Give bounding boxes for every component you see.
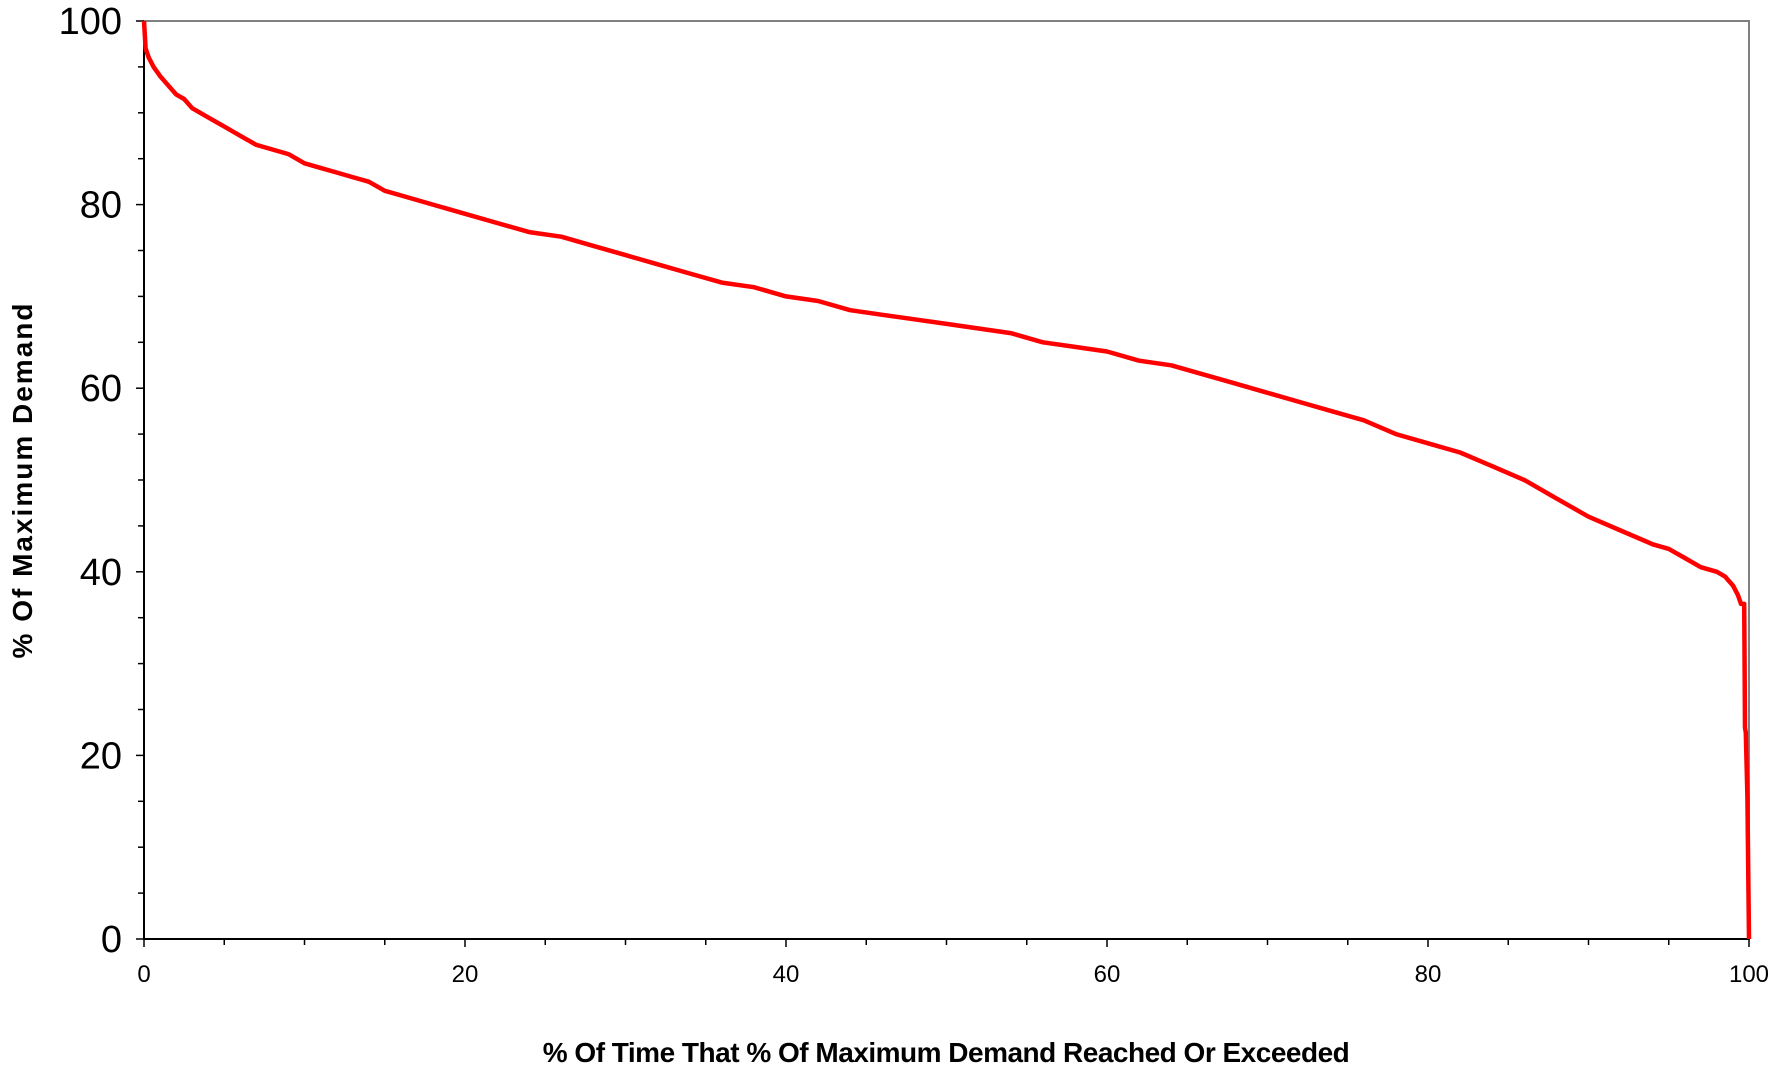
axis-tick-labels: 0 20 40 60 80 100 0 20 40 60 80 100 — [59, 1, 1769, 988]
x-tick-label: 40 — [773, 961, 800, 988]
y-tick-label: 40 — [80, 552, 122, 594]
y-tick-label: 0 — [101, 919, 122, 961]
y-tick-label: 20 — [80, 735, 122, 777]
y-tick-label: 80 — [80, 185, 122, 227]
x-tick-label: 100 — [1729, 961, 1769, 988]
x-tick-label: 0 — [137, 961, 150, 988]
y-tick-label: 100 — [59, 1, 122, 43]
x-axis-title: % Of Time That % Of Maximum Demand Reach… — [543, 1037, 1350, 1068]
x-tick-label: 60 — [1094, 961, 1121, 988]
y-axis-title: % Of Maximum Demand — [7, 302, 38, 659]
x-tick-label: 80 — [1415, 961, 1442, 988]
x-tick-label: 20 — [452, 961, 479, 988]
demand-curve-line — [141, 20, 1752, 940]
y-tick-label: 60 — [80, 368, 122, 410]
plot-frame — [143, 20, 1750, 940]
axis-ticks — [136, 20, 1750, 947]
